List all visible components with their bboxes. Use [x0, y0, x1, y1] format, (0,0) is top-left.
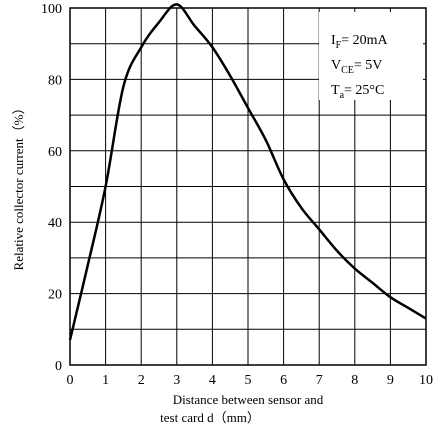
condition-ta: Ta= 25°C [331, 83, 384, 101]
y-tick-label: 20 [48, 288, 62, 303]
x-tick-label: 4 [209, 373, 216, 388]
grid [70, 8, 426, 365]
y-tick-label: 60 [48, 145, 62, 160]
condition-vce: VCE= 5V [331, 58, 382, 76]
x-axis-label-line2: test card d（mm） [160, 410, 260, 425]
y-tick-labels: 0 20 40 60 80 100 [41, 2, 62, 374]
x-tick-label: 5 [245, 373, 252, 388]
x-tick-label: 10 [419, 373, 433, 388]
x-tick-label: 3 [173, 373, 180, 388]
x-tick-label: 6 [280, 373, 287, 388]
x-tick-label: 2 [138, 373, 145, 388]
x-tick-label: 0 [67, 373, 74, 388]
y-tick-label: 0 [55, 359, 62, 374]
y-tick-label: 100 [41, 2, 62, 17]
x-tick-label: 1 [102, 373, 109, 388]
y-tick-label: 80 [48, 73, 62, 88]
series-line [68, 3, 427, 341]
x-tick-label: 9 [387, 373, 394, 388]
conditions-box [319, 12, 423, 100]
x-tick-label: 8 [351, 373, 358, 388]
y-axis-label: Relative collector current（%） [11, 102, 26, 271]
y-tick-label: 40 [48, 216, 62, 231]
condition-if: IF= 20mA [331, 33, 389, 51]
x-tick-labels: 0 1 2 3 4 5 6 7 8 9 10 [67, 373, 434, 388]
x-axis-label-line1: Distance between sensor and [173, 392, 324, 407]
x-tick-label: 7 [316, 373, 323, 388]
plot-frame [69, 7, 427, 366]
